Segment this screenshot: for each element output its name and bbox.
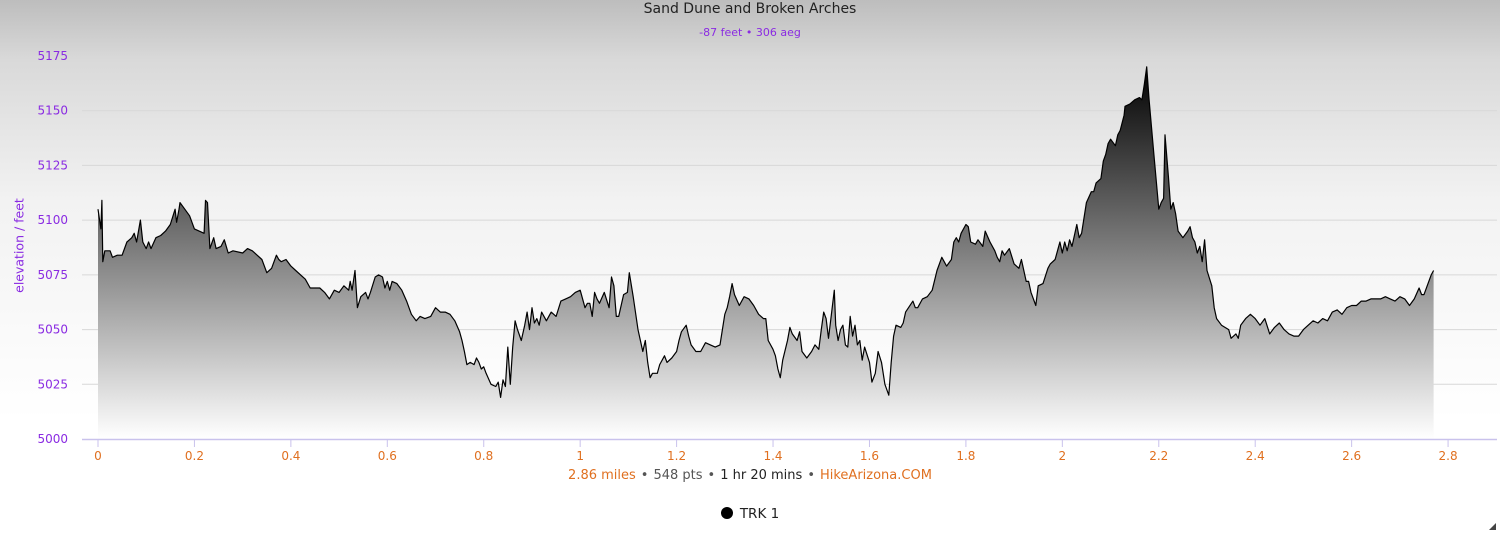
chart-subtitle: -87 feet • 306 aeg bbox=[699, 26, 801, 39]
x-tick-label: 1.6 bbox=[860, 449, 879, 463]
series-line-trk1 bbox=[97, 66, 1435, 398]
x-tick-label: 2 bbox=[1059, 449, 1067, 463]
y-tick-label: 5125 bbox=[37, 158, 68, 172]
x-tick-label: 2.8 bbox=[1439, 449, 1458, 463]
x-tick-label: 0.6 bbox=[378, 449, 397, 463]
legend[interactable]: TRK 1 bbox=[0, 506, 1500, 522]
track-summary: 2.86 miles • 548 pts • 1 hr 20 mins • HikeAriz… bbox=[0, 468, 1500, 483]
separator: • bbox=[807, 468, 815, 483]
chart-title: Sand Dune and Broken Arches bbox=[643, 1, 857, 17]
x-tick-label: 2.6 bbox=[1342, 449, 1361, 463]
x-tick-label: 0.4 bbox=[281, 449, 300, 463]
x-tick-label: 1.8 bbox=[956, 449, 975, 463]
separator: • bbox=[707, 468, 716, 483]
x-tick-label: 0 bbox=[94, 449, 102, 463]
site-link[interactable]: HikeArizona.COM bbox=[819, 468, 932, 483]
y-tick-label: 5175 bbox=[37, 49, 68, 63]
legend-marker bbox=[720, 507, 733, 519]
legend-item-trk1[interactable]: TRK 1 bbox=[739, 506, 780, 522]
x-tick-label: 2.4 bbox=[1246, 449, 1265, 463]
series-area bbox=[97, 66, 1435, 440]
y-tick-label: 5000 bbox=[37, 432, 68, 446]
x-tick-label: 2.2 bbox=[1149, 449, 1168, 463]
resize-handle-icon[interactable] bbox=[1489, 523, 1496, 530]
series-area-fill bbox=[98, 66, 1434, 440]
duration-text: 1 hr 20 mins bbox=[720, 468, 803, 483]
x-tick-label: 1.4 bbox=[763, 449, 782, 463]
points-text: 548 pts bbox=[653, 468, 703, 483]
y-tick-label: 5025 bbox=[37, 377, 68, 391]
y-tick-label: 5050 bbox=[37, 323, 68, 337]
y-axis-ticks: 5000 5025 5050 5075 5100 5125 5150 5175 bbox=[37, 49, 68, 446]
y-tick-label: 5075 bbox=[37, 268, 68, 282]
x-tick-label: 0.2 bbox=[185, 449, 204, 463]
x-tick-label: 0.8 bbox=[474, 449, 493, 463]
x-tick-label: 1.2 bbox=[667, 449, 686, 463]
y-tick-label: 5150 bbox=[37, 104, 68, 118]
y-tick-label: 5100 bbox=[37, 213, 68, 227]
x-tick-label: 1 bbox=[576, 449, 584, 463]
separator: • bbox=[640, 468, 649, 483]
distance-text: 2.86 miles bbox=[568, 468, 636, 483]
x-axis-ticks: 0 0.2 0.4 0.6 0.8 1 1.2 1.4 1.6 1.8 2 2.2 2.4 2.6 2.8 bbox=[94, 439, 1458, 463]
